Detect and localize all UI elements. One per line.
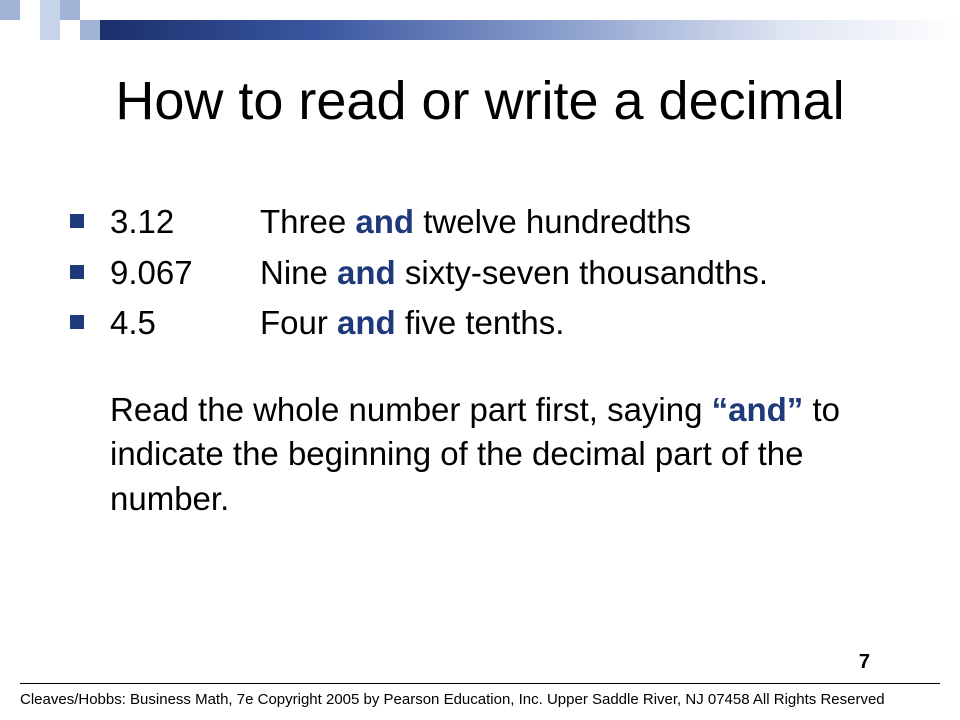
emphasis-and: “and”	[712, 391, 804, 428]
emphasis-and: and	[355, 203, 414, 240]
corner-square-icon	[40, 20, 60, 40]
page-number: 7	[859, 651, 870, 674]
slide: How to read or write a decimal 3.12Three…	[0, 0, 960, 720]
list-item: 4.5Four and five tenths.	[70, 301, 900, 346]
list-item-number: 4.5	[110, 301, 260, 346]
list-item: 9.067Nine and sixty-seven thousandths.	[70, 251, 900, 296]
list-item: 3.12Three and twelve hundredths	[70, 200, 900, 245]
header-gradient-bar	[100, 20, 960, 40]
corner-square-icon	[0, 0, 20, 20]
list-item-number: 3.12	[110, 200, 260, 245]
list-item-text-post: twelve hundredths	[414, 203, 691, 240]
emphasis-and: and	[337, 254, 396, 291]
list-item-text-pre: Nine	[260, 254, 337, 291]
paragraph-pre: Read the whole number part first, saying	[110, 391, 712, 428]
slide-body: 3.12Three and twelve hundredths 9.067Nin…	[70, 200, 900, 521]
footer-text: Cleaves/Hobbs: Business Math, 7e Copyrig…	[20, 691, 885, 708]
list-item-number: 9.067	[110, 251, 260, 296]
footer-divider	[20, 683, 940, 684]
list-item-text-post: five tenths.	[396, 304, 565, 341]
emphasis-and: and	[337, 304, 396, 341]
corner-square-icon	[80, 20, 100, 40]
instruction-paragraph: Read the whole number part first, saying…	[70, 388, 900, 522]
slide-title: How to read or write a decimal	[0, 70, 960, 132]
bullet-icon	[70, 214, 84, 228]
list-item-text-post: sixty-seven thousandths.	[396, 254, 768, 291]
corner-square-icon	[60, 0, 80, 20]
list-item-text-pre: Four	[260, 304, 337, 341]
bullet-icon	[70, 265, 84, 279]
corner-square-icon	[40, 0, 60, 20]
list-item-text-pre: Three	[260, 203, 355, 240]
bullet-icon	[70, 315, 84, 329]
